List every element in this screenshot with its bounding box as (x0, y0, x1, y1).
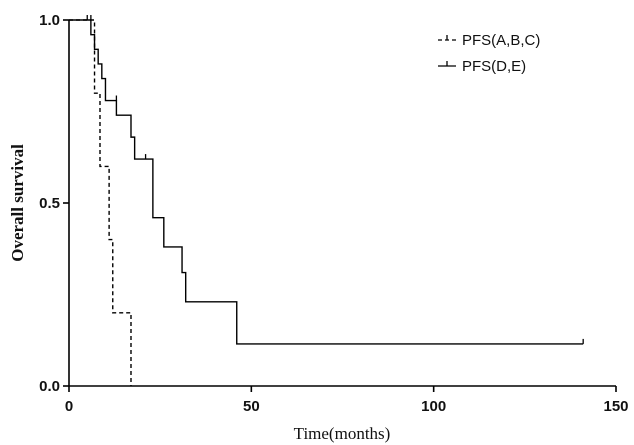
x-axis-title: Time(months) (294, 424, 391, 443)
y-tick-label: 0.5 (39, 195, 60, 212)
x-tick-label: 50 (243, 398, 260, 415)
legend-label-series-1: PFS(A,B,C) (462, 32, 540, 49)
y-axis-title: Overall survival (8, 144, 27, 262)
x-tick-label: 0 (65, 398, 73, 415)
legend-item-series-2: PFS(D,E) (438, 58, 526, 75)
y-ticks: 0.0 0.5 1.0 (39, 12, 69, 395)
legend: PFS(A,B,C) PFS(D,E) (438, 32, 540, 75)
x-tick-label: 100 (421, 398, 446, 415)
x-ticks: 0 50 100 150 (65, 386, 629, 415)
legend-item-series-1: PFS(A,B,C) (438, 32, 540, 49)
y-tick-label: 0.0 (39, 378, 60, 395)
series-line-1 (69, 19, 132, 386)
x-tick-label: 150 (603, 398, 628, 415)
series-line-2 (69, 19, 584, 345)
legend-label-series-2: PFS(D,E) (462, 58, 526, 75)
series-layer (69, 15, 584, 386)
y-tick-label: 1.0 (39, 12, 60, 29)
